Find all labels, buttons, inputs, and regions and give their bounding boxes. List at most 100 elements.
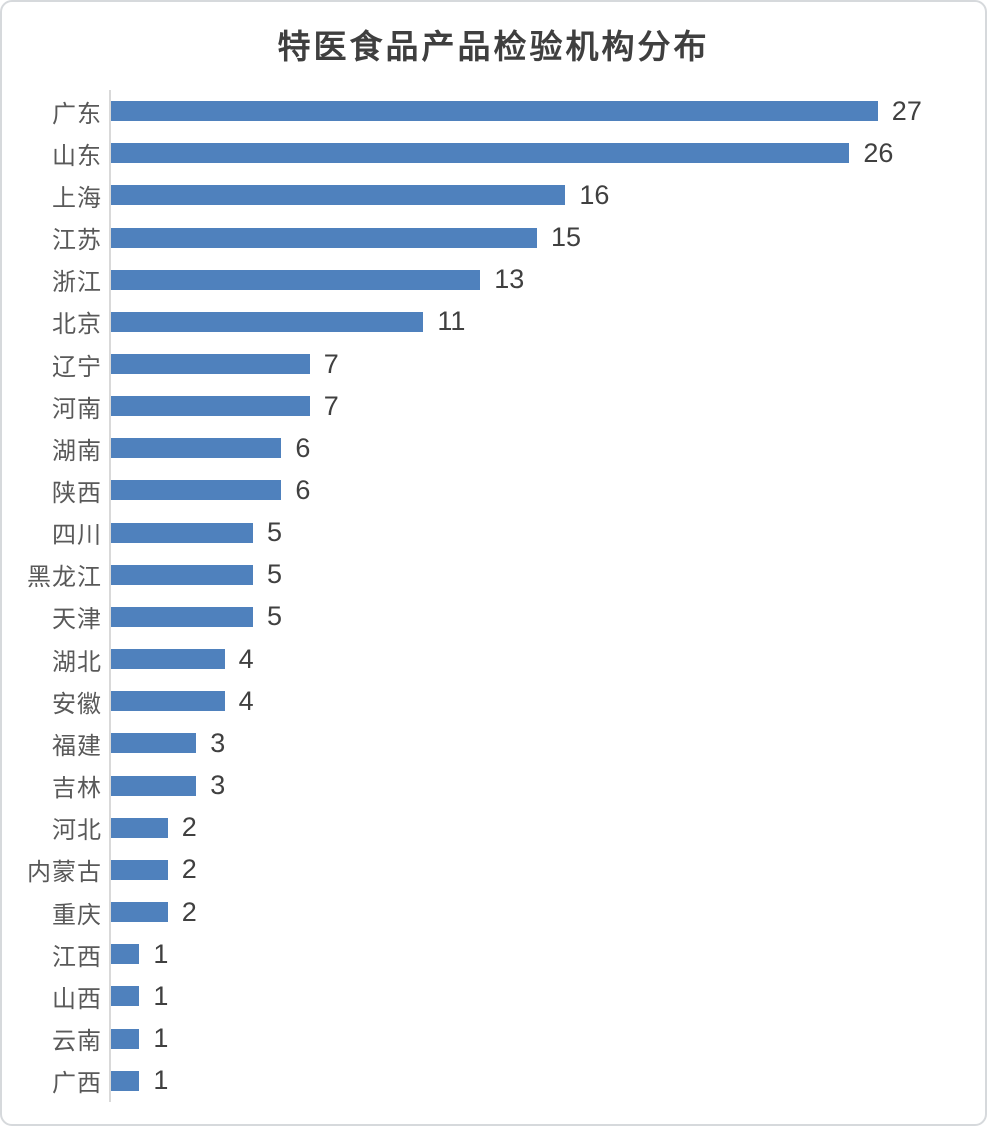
bar bbox=[111, 354, 310, 375]
value-label: 3 bbox=[210, 727, 226, 758]
bar bbox=[111, 944, 140, 965]
chart-row: 北京 11 bbox=[2, 301, 985, 343]
bar bbox=[111, 269, 481, 290]
value-label: 4 bbox=[238, 643, 254, 674]
chart-row: 重庆 2 bbox=[2, 891, 985, 933]
bar bbox=[111, 986, 140, 1007]
bar bbox=[111, 396, 310, 417]
category-label: 重庆 bbox=[52, 900, 102, 929]
category-label: 浙江 bbox=[52, 268, 102, 297]
category-label: 山西 bbox=[52, 984, 102, 1013]
chart-row: 河北 2 bbox=[2, 807, 985, 849]
bar bbox=[111, 649, 225, 670]
chart-row: 福建 3 bbox=[2, 722, 985, 764]
bar bbox=[111, 733, 197, 754]
chart-row: 黑龙江 5 bbox=[2, 554, 985, 596]
bar bbox=[111, 227, 537, 248]
value-label: 5 bbox=[267, 559, 283, 590]
value-label: 6 bbox=[295, 474, 311, 505]
bar-rows: 广东 27 山东 26 上海 16 江苏 15 浙江 13 北京 11 辽宁 7 河南 7 湖南 6 陕西 6 四川 5 黑… bbox=[2, 90, 985, 1102]
category-label: 江西 bbox=[52, 942, 102, 971]
category-label: 江苏 bbox=[52, 226, 102, 255]
chart-row: 浙江 13 bbox=[2, 259, 985, 301]
category-label: 黑龙江 bbox=[27, 563, 102, 592]
value-label: 1 bbox=[153, 938, 169, 969]
chart-row: 云南 1 bbox=[2, 1017, 985, 1059]
chart-title: 特医食品产品检验机构分布 bbox=[277, 27, 710, 66]
value-label: 27 bbox=[891, 95, 922, 126]
category-label: 河南 bbox=[52, 394, 102, 423]
value-label: 2 bbox=[181, 896, 197, 927]
bar bbox=[111, 775, 197, 796]
bar bbox=[111, 859, 168, 880]
category-label: 湖南 bbox=[52, 436, 102, 465]
category-label: 天津 bbox=[52, 605, 102, 634]
category-label: 辽宁 bbox=[52, 352, 102, 381]
value-label: 1 bbox=[153, 980, 169, 1011]
category-label: 北京 bbox=[52, 310, 102, 339]
chart-row: 天津 5 bbox=[2, 596, 985, 638]
value-label: 11 bbox=[437, 306, 466, 337]
chart-row: 河南 7 bbox=[2, 385, 985, 427]
category-label: 陕西 bbox=[52, 478, 102, 507]
value-label: 1 bbox=[153, 1065, 169, 1096]
value-label: 13 bbox=[494, 264, 525, 295]
bar bbox=[111, 480, 282, 501]
category-label: 广东 bbox=[52, 99, 102, 128]
chart-row: 广西 1 bbox=[2, 1060, 985, 1102]
bar bbox=[111, 564, 253, 585]
chart-row: 广东 27 bbox=[2, 90, 985, 132]
chart-row: 山西 1 bbox=[2, 975, 985, 1017]
bar bbox=[111, 522, 253, 543]
value-label: 3 bbox=[210, 770, 226, 801]
bar bbox=[111, 902, 168, 923]
category-label: 上海 bbox=[52, 183, 102, 212]
value-label: 7 bbox=[323, 348, 339, 379]
value-label: 1 bbox=[153, 1023, 169, 1054]
chart-row: 内蒙古 2 bbox=[2, 849, 985, 891]
chart-row: 湖南 6 bbox=[2, 427, 985, 469]
value-label: 2 bbox=[181, 812, 197, 843]
value-label: 5 bbox=[267, 601, 283, 632]
category-label: 吉林 bbox=[52, 774, 102, 803]
chart-row: 湖北 4 bbox=[2, 638, 985, 680]
bar bbox=[111, 817, 168, 838]
bar bbox=[111, 1028, 140, 1049]
value-label: 2 bbox=[181, 854, 197, 885]
bar bbox=[111, 1070, 140, 1091]
chart-row: 安徽 4 bbox=[2, 680, 985, 722]
category-label: 湖北 bbox=[52, 647, 102, 676]
chart-row: 山东 26 bbox=[2, 132, 985, 174]
category-label: 福建 bbox=[52, 731, 102, 760]
bar bbox=[111, 185, 566, 206]
chart-row: 上海 16 bbox=[2, 174, 985, 216]
category-label: 山东 bbox=[52, 141, 102, 170]
bar bbox=[111, 143, 850, 164]
value-label: 7 bbox=[323, 390, 339, 421]
value-label: 6 bbox=[295, 432, 311, 463]
category-label: 安徽 bbox=[52, 689, 102, 718]
bar bbox=[111, 311, 424, 332]
category-label: 云南 bbox=[52, 1027, 102, 1056]
category-label: 四川 bbox=[52, 521, 102, 550]
chart-row: 陕西 6 bbox=[2, 469, 985, 511]
value-label: 16 bbox=[579, 179, 610, 210]
bar bbox=[111, 606, 253, 627]
chart-row: 江苏 15 bbox=[2, 216, 985, 258]
chart-row: 江西 1 bbox=[2, 933, 985, 975]
chart-row: 四川 5 bbox=[2, 512, 985, 554]
bar bbox=[111, 101, 878, 122]
plot-area: 广东 27 山东 26 上海 16 江苏 15 浙江 13 北京 11 辽宁 7 河南 7 湖南 6 陕西 6 四川 5 黑… bbox=[2, 90, 985, 1102]
chart-row: 辽宁 7 bbox=[2, 343, 985, 385]
chart-row: 吉林 3 bbox=[2, 765, 985, 807]
bar bbox=[111, 438, 282, 459]
category-label: 河北 bbox=[52, 816, 102, 845]
bar bbox=[111, 691, 225, 712]
category-label: 内蒙古 bbox=[27, 858, 102, 887]
value-label: 15 bbox=[551, 222, 582, 253]
value-label: 4 bbox=[238, 685, 254, 716]
y-axis-line bbox=[109, 90, 111, 1102]
category-label: 广西 bbox=[52, 1069, 102, 1098]
value-label: 26 bbox=[863, 137, 894, 168]
